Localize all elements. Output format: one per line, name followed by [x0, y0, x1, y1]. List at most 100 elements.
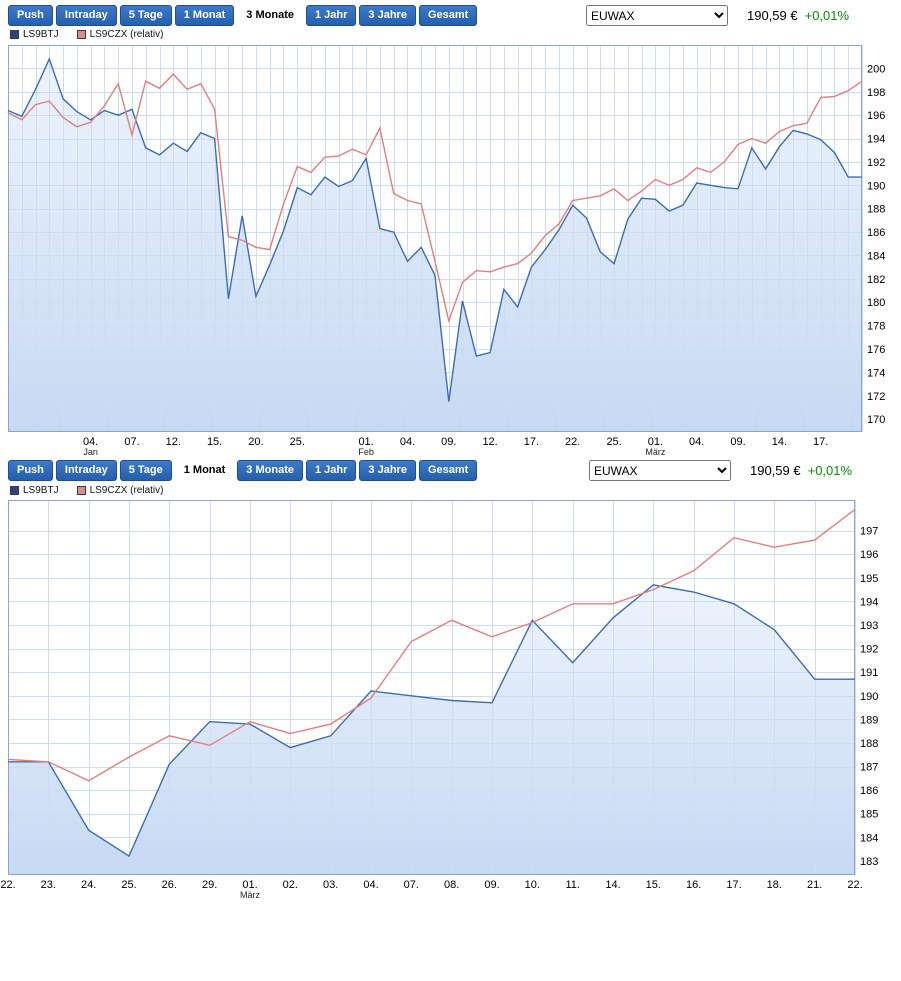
- legend-item: LS9BTJ: [10, 29, 59, 40]
- x-axis-label: 10.: [525, 879, 540, 891]
- price-chart: 197 196 195 194 193 192 191 190 189 188 187 186 185 1…: [0, 500, 878, 900]
- series-line-ls9czx-(relativ): [7, 508, 856, 782]
- price-value: 190,59 €: [747, 8, 798, 23]
- price-display: 190,59 € +0,01%: [750, 463, 852, 478]
- x-axis-label: 12.: [482, 436, 497, 448]
- chart-area-1-monat: 197 196 195 194 193 192 191 190 189 188 187 186 185 1…: [0, 500, 901, 900]
- x-axis-label: 12.: [166, 436, 181, 448]
- period-button-3-jahre[interactable]: 3 Jahre: [359, 460, 416, 481]
- y-axis-label: 194: [860, 596, 878, 608]
- x-axis-month-label: Feb: [358, 447, 374, 457]
- y-axis-label: 196: [867, 110, 885, 122]
- x-axis-label: 16.: [686, 879, 701, 891]
- x-axis-label: 26.: [162, 879, 177, 891]
- period-toolbar: Push Intraday 5 Tage 1 Monat 3 Monate 1 Jahr 3…: [8, 5, 478, 26]
- x-axis-label: 15.: [646, 879, 661, 891]
- x-axis-label: 25.: [121, 879, 136, 891]
- exchange-select[interactable]: EUWAX: [589, 460, 731, 481]
- y-axis-label: 193: [860, 620, 878, 632]
- legend-item: LS9CZX (relativ): [76, 485, 164, 496]
- period-button-intraday[interactable]: Intraday: [55, 5, 117, 26]
- x-axis-label: 03.: [323, 879, 338, 891]
- period-toolbar: Push Intraday 5 Tage 1 Monat 3 Monate 1 Jahr 3…: [8, 460, 478, 481]
- x-axis-label: 17.: [726, 879, 741, 891]
- y-axis-label: 176: [867, 344, 885, 356]
- period-button-1-jahr[interactable]: 1 Jahr: [305, 460, 357, 481]
- x-axis-label: 22.: [847, 879, 862, 891]
- price-display: 190,59 € +0,01%: [747, 8, 849, 23]
- x-axis-label: 07.: [404, 879, 419, 891]
- y-axis-label: 184: [867, 250, 885, 262]
- x-axis-label: 14.: [605, 879, 620, 891]
- plot-border: [8, 45, 862, 432]
- period-button-gesamt[interactable]: Gesamt: [418, 460, 478, 481]
- x-axis-month-label: Jan: [83, 447, 98, 457]
- x-axis-label: 01.: [242, 879, 257, 891]
- x-axis-label: 24.: [81, 879, 96, 891]
- x-axis-label: 22.: [0, 879, 15, 891]
- period-button-intraday[interactable]: Intraday: [55, 460, 117, 481]
- period-button-3-jahre[interactable]: 3 Jahre: [359, 5, 416, 26]
- y-axis-label: 186: [860, 785, 878, 797]
- chart-legend: LS9BTJ LS9CZX (relativ): [10, 485, 163, 496]
- x-axis-label: 17.: [813, 436, 828, 448]
- period-button-push[interactable]: Push: [8, 460, 53, 481]
- x-axis-month-label: März: [645, 447, 665, 457]
- legend-swatch-icon: [76, 30, 86, 39]
- x-axis-label: 21.: [807, 879, 822, 891]
- period-button-5-tage[interactable]: 5 Tage: [119, 460, 172, 481]
- y-axis-label: 198: [867, 87, 885, 99]
- legend-item: LS9CZX (relativ): [76, 29, 164, 40]
- price-change: +0,01%: [804, 8, 850, 23]
- price-value: 190,59 €: [750, 463, 801, 478]
- period-button-3-monate[interactable]: 3 Monate: [237, 460, 303, 481]
- x-axis-label: 04.: [83, 436, 98, 448]
- x-axis-label: 18.: [767, 879, 782, 891]
- x-axis-label: 01.: [648, 436, 663, 448]
- period-button-1-monat[interactable]: 1 Monat: [174, 5, 235, 26]
- price-chart: 200 198 196 194 192 190 188 186 184 182 180 178 176 1…: [7, 45, 885, 457]
- y-axis-label: 183: [860, 856, 878, 868]
- period-button-5-tage[interactable]: 5 Tage: [119, 5, 172, 26]
- period-button-1-monat[interactable]: 1 Monat: [174, 460, 235, 481]
- y-axis-label: 182: [867, 274, 885, 286]
- plot-border: [8, 500, 855, 875]
- period-button-gesamt[interactable]: Gesamt: [418, 5, 478, 26]
- legend-swatch-icon: [76, 486, 86, 495]
- y-axis-label: 170: [867, 414, 885, 426]
- x-axis-label: 20.: [248, 436, 263, 448]
- x-axis-label: 29.: [202, 879, 217, 891]
- legend-label: LS9CZX (relativ): [89, 29, 164, 40]
- chart-legend: LS9BTJ LS9CZX (relativ): [10, 29, 163, 40]
- y-axis-label: 189: [860, 714, 878, 726]
- legend-label: LS9BTJ: [23, 29, 59, 40]
- legend-label: LS9CZX (relativ): [89, 485, 164, 496]
- period-button-1-jahr[interactable]: 1 Jahr: [305, 5, 357, 26]
- y-axis-label: 192: [867, 157, 885, 169]
- x-axis-month-label: März: [240, 890, 260, 900]
- y-axis-label: 195: [860, 573, 878, 585]
- x-axis-label: 14.: [772, 436, 787, 448]
- legend-label: LS9BTJ: [23, 485, 59, 496]
- x-axis-label: 23.: [41, 879, 56, 891]
- y-axis-label: 174: [867, 367, 885, 379]
- series-line-ls9btj: [7, 57, 862, 402]
- y-axis-label: 194: [867, 134, 885, 146]
- x-axis-label: 09.: [730, 436, 745, 448]
- y-axis-label: 197: [860, 526, 878, 538]
- x-axis-label: 02.: [283, 879, 298, 891]
- y-axis-label: 186: [867, 227, 885, 239]
- y-axis-label: 191: [860, 667, 878, 679]
- area-fill: [8, 59, 862, 432]
- y-axis-label: 178: [867, 321, 885, 333]
- y-axis-label: 188: [860, 738, 878, 750]
- legend-swatch-icon: [10, 30, 19, 39]
- x-axis-label: 11.: [565, 879, 579, 891]
- exchange-select[interactable]: EUWAX: [586, 5, 728, 26]
- x-axis-label: 01.: [358, 436, 373, 448]
- period-button-3-monate[interactable]: 3 Monate: [237, 5, 303, 26]
- series-line-ls9czx-(relativ): [7, 73, 863, 324]
- period-button-push[interactable]: Push: [8, 5, 53, 26]
- area-fill: [8, 584, 855, 875]
